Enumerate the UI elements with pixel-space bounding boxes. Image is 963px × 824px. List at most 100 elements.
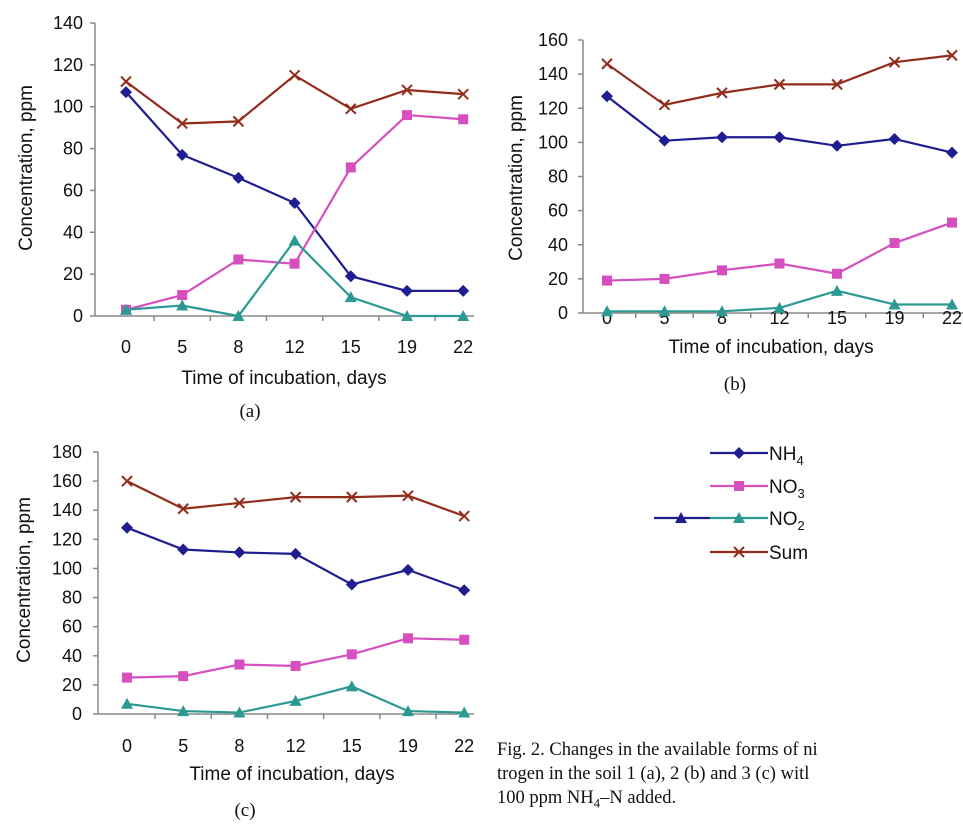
panel-a-no3-point bbox=[289, 258, 300, 269]
panel-a-no2-point bbox=[288, 234, 301, 246]
panel-a-x-tick-label: 22 bbox=[453, 337, 473, 357]
panel-c-series-sum-line bbox=[126, 480, 465, 518]
panel-a-no3-point bbox=[402, 110, 412, 121]
panel-b-y-tick-label: 80 bbox=[548, 167, 568, 187]
panel-b-y-tick-label: 20 bbox=[548, 269, 568, 289]
chart-panel-b: Concentration, ppm Time of incubation, d… bbox=[506, 30, 963, 395]
panel-b-y-tick-label: 100 bbox=[538, 132, 568, 152]
panel-a-nh4-point bbox=[457, 284, 470, 297]
panel-a-y-tick-label: 80 bbox=[63, 139, 83, 159]
panel-a-nh4-point bbox=[344, 270, 357, 283]
panel-c-x-tick-label: 5 bbox=[178, 736, 188, 756]
panel-c-y-tick-label: 60 bbox=[62, 617, 82, 637]
panel-b-no2-point bbox=[601, 305, 613, 317]
panel-a-ylabel: Concentration, ppm bbox=[16, 85, 37, 251]
panel-a-no3-point bbox=[233, 254, 244, 265]
panel-b-nh4-point bbox=[716, 131, 728, 144]
panel-c-sum-point bbox=[346, 491, 358, 503]
panel-a-nh4-point bbox=[176, 148, 189, 161]
legend: NH4 NO3 NO2 Sum bbox=[654, 444, 808, 564]
panel-a-no3-point bbox=[458, 114, 469, 125]
panel-c-no2-point bbox=[233, 706, 246, 718]
panel-a-no2-point bbox=[457, 310, 470, 321]
panel-b-y-tick-label: 160 bbox=[538, 30, 568, 50]
panel-a-sum-point bbox=[345, 103, 357, 115]
panel-a-y-tick-label: 0 bbox=[73, 306, 83, 326]
panel-a-nh4-point bbox=[288, 196, 301, 209]
panel-c-x-tick-label: 19 bbox=[398, 736, 418, 756]
panel-a-sum-point bbox=[232, 115, 245, 128]
legend-marker bbox=[733, 447, 745, 459]
panel-c-nh4-point bbox=[233, 546, 246, 559]
panel-c-xlabel: Time of incubation, days bbox=[189, 764, 394, 785]
panel-b-x-tick-label: 19 bbox=[884, 308, 904, 328]
panel-b-no3-point bbox=[947, 217, 957, 228]
panel-a-no2-point bbox=[344, 291, 357, 303]
panel-c-nh4-point bbox=[402, 563, 414, 576]
panel-c-x-tick-label: 15 bbox=[342, 736, 362, 756]
panel-b-x-tick-label: 0 bbox=[602, 308, 612, 328]
panel-b-y-tick-label: 120 bbox=[538, 98, 568, 118]
panel-b-no3-point bbox=[774, 258, 785, 269]
panel-c-sum-point bbox=[458, 510, 470, 522]
panel-b-sum-point bbox=[658, 99, 671, 111]
caption-line-2: trogen in the soil 1 (a), 2 (b) and 3 (c… bbox=[497, 764, 810, 784]
panel-a-xlabel: Time of incubation, days bbox=[181, 368, 386, 389]
panel-c-no3-point bbox=[459, 634, 470, 645]
legend-extra-marker bbox=[675, 512, 687, 523]
panel-a-nh4-point bbox=[232, 171, 245, 184]
panel-b-nh4-point bbox=[946, 146, 958, 159]
panel-c-sum-point bbox=[402, 489, 414, 502]
panel-c-nh4-point bbox=[121, 521, 133, 534]
panel-b-x-tick-label: 22 bbox=[942, 308, 962, 328]
panel-a-sum-point bbox=[457, 88, 469, 100]
panel-a-y-tick-label: 120 bbox=[53, 55, 83, 75]
panel-c-x-tick-label: 12 bbox=[286, 736, 306, 756]
panel-c-x-tick-label: 8 bbox=[234, 736, 244, 756]
panel-b-series-nh4-line bbox=[606, 95, 953, 154]
panel-a-no2-point bbox=[120, 303, 132, 315]
panel-b-x-tick-label: 8 bbox=[717, 308, 727, 328]
caption-line-3-end: –N added. bbox=[600, 788, 677, 808]
panel-b-no2-point bbox=[831, 284, 843, 296]
panel-a-sum-point bbox=[120, 75, 132, 88]
panel-b-sum-point bbox=[888, 56, 901, 68]
panel-b-nh4-point bbox=[601, 90, 613, 103]
panel-c-sum-point bbox=[233, 497, 246, 509]
panel-b-y-tick-label: 0 bbox=[558, 303, 568, 323]
panel-a-y-tick-label: 40 bbox=[63, 222, 83, 242]
panel-b-y-tick-label: 140 bbox=[538, 64, 568, 84]
panel-a-x-tick-label: 0 bbox=[121, 337, 131, 357]
panel-b-x-tick-label: 15 bbox=[827, 308, 847, 328]
panel-c-x-tick-label: 0 bbox=[122, 736, 132, 756]
panel-a-y-tick-label: 100 bbox=[53, 97, 83, 117]
panel-a-x-tick-label: 8 bbox=[233, 337, 243, 357]
panel-b-no3-point bbox=[832, 268, 842, 279]
panel-c-y-tick-label: 0 bbox=[72, 704, 82, 724]
panel-b-no3-point bbox=[659, 273, 670, 284]
panel-c-no3-point bbox=[178, 671, 189, 682]
panel-c-no2-point bbox=[345, 680, 358, 692]
panel-a-no3-point bbox=[345, 162, 356, 173]
panel-b-y-tick-label: 60 bbox=[548, 201, 568, 221]
panel-b-sum-point bbox=[773, 78, 786, 91]
panel-c-label: (c) bbox=[234, 800, 255, 821]
panel-c-nh4-point bbox=[289, 547, 302, 560]
panel-a-x-tick-label: 5 bbox=[177, 337, 187, 357]
panel-b-no3-point bbox=[717, 265, 727, 276]
panel-b-sum-point bbox=[601, 58, 613, 70]
panel-a-sum-point bbox=[288, 69, 301, 82]
panel-c-x-tick-label: 22 bbox=[454, 736, 474, 756]
panel-a-x-tick-label: 19 bbox=[397, 337, 417, 357]
panel-b-nh4-point bbox=[773, 131, 786, 144]
panel-b-x-tick-label: 5 bbox=[659, 308, 669, 328]
panel-c-nh4-point bbox=[177, 543, 190, 556]
panel-c-y-tick-label: 160 bbox=[52, 471, 82, 491]
legend-marker bbox=[733, 546, 745, 558]
panel-a-no2-point bbox=[176, 299, 189, 311]
panel-b-xlabel: Time of incubation, days bbox=[668, 337, 873, 358]
caption-line-3: 100 ppm NH4–N added. bbox=[497, 786, 963, 816]
panel-c-sum-point bbox=[121, 475, 133, 487]
panel-a-label: (a) bbox=[239, 401, 260, 422]
